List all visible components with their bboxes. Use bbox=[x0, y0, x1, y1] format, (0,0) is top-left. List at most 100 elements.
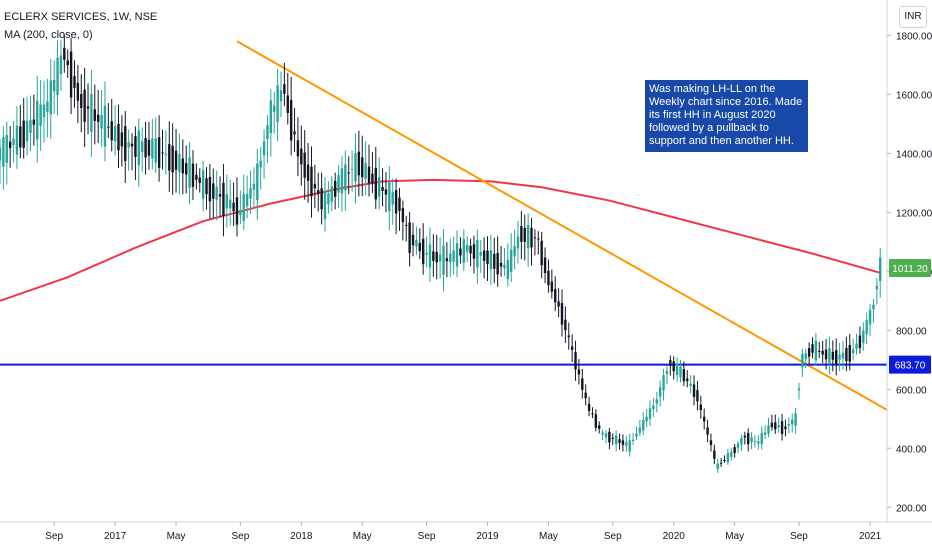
candle-body bbox=[245, 193, 249, 207]
candle-body bbox=[100, 114, 103, 129]
candle-body bbox=[702, 416, 706, 422]
candle-body bbox=[134, 136, 137, 157]
candle-body bbox=[252, 183, 256, 190]
candle-body bbox=[421, 238, 425, 265]
candle-body bbox=[608, 431, 611, 443]
candle-body bbox=[212, 183, 215, 199]
candle-body bbox=[828, 347, 831, 364]
candle-body bbox=[496, 252, 499, 275]
candle-body bbox=[658, 387, 662, 397]
candle-body bbox=[361, 157, 364, 178]
candle-body bbox=[692, 384, 696, 398]
candle-body bbox=[178, 154, 181, 173]
candle-body bbox=[689, 383, 692, 387]
candle-body bbox=[489, 250, 493, 270]
candle-body bbox=[154, 138, 157, 163]
candle-body bbox=[831, 351, 835, 360]
candle-body bbox=[824, 349, 828, 360]
candle-body bbox=[405, 224, 408, 226]
candle-body bbox=[303, 152, 306, 178]
price-tick-label: 800.00 bbox=[896, 326, 927, 337]
candle-body bbox=[86, 106, 90, 109]
candle-body bbox=[550, 281, 554, 292]
descending-trend-line[interactable] bbox=[236, 40, 888, 411]
candle-body bbox=[137, 130, 141, 166]
candle-body bbox=[25, 120, 29, 141]
candle-body bbox=[699, 404, 702, 411]
candle-body bbox=[493, 253, 496, 269]
candle-body bbox=[296, 140, 300, 157]
moving-average-line bbox=[0, 178, 881, 302]
candle-body bbox=[63, 47, 66, 60]
candle-body bbox=[787, 423, 791, 426]
candle-body bbox=[628, 440, 631, 452]
candle-body bbox=[625, 442, 628, 446]
candle-body bbox=[516, 236, 520, 249]
time-tick-label: Sep bbox=[231, 531, 249, 542]
candle-body bbox=[879, 257, 882, 281]
time-tick-label: Sep bbox=[418, 531, 436, 542]
candle-body bbox=[42, 104, 46, 118]
candle-body bbox=[821, 350, 824, 355]
candle-body bbox=[22, 120, 25, 148]
candle-body bbox=[256, 163, 259, 201]
candle-body bbox=[533, 237, 537, 239]
candle-body bbox=[262, 141, 266, 156]
candle-body bbox=[124, 126, 127, 161]
candle-body bbox=[872, 304, 875, 310]
candle-body bbox=[614, 435, 618, 445]
time-axis[interactable]: Sep 2017 May Sep 2018 May Sep 2019 May Sep 2020 May… bbox=[0, 521, 932, 542]
candle-body bbox=[107, 126, 110, 128]
candle-body bbox=[760, 432, 763, 445]
candle-body bbox=[523, 227, 526, 242]
price-tick-label: 400.00 bbox=[896, 444, 927, 455]
candle-body bbox=[371, 173, 374, 184]
indicator-label[interactable]: MA (200, close, 0) bbox=[4, 29, 93, 41]
candle-body bbox=[645, 416, 648, 422]
candle-body bbox=[151, 138, 154, 159]
candle-body bbox=[547, 270, 550, 286]
candle-body bbox=[591, 413, 594, 415]
candle-body bbox=[472, 244, 476, 259]
candle-body bbox=[814, 340, 818, 361]
time-tick-label: May bbox=[353, 531, 372, 542]
candle-body bbox=[801, 353, 804, 368]
candle-body bbox=[266, 125, 269, 140]
candle-body bbox=[117, 123, 120, 151]
candle-body bbox=[181, 158, 185, 174]
candle-body bbox=[218, 193, 222, 197]
time-tick-label: Sep bbox=[45, 531, 63, 542]
candle-body bbox=[757, 441, 760, 444]
candle-body bbox=[462, 239, 466, 263]
annotation-note[interactable]: Was making LH-LL on the Weekly chart sin… bbox=[645, 80, 808, 152]
candle-body bbox=[73, 76, 76, 88]
candle-body bbox=[388, 181, 391, 212]
candle-body bbox=[320, 188, 323, 210]
candle-body bbox=[306, 164, 310, 181]
currency-button[interactable]: INR bbox=[899, 6, 927, 28]
candle-body bbox=[432, 251, 435, 261]
candle-body bbox=[672, 361, 675, 372]
candle-body bbox=[144, 137, 147, 158]
candle-body bbox=[774, 422, 777, 430]
candle-body bbox=[120, 132, 124, 147]
time-tick-label: 2018 bbox=[290, 531, 313, 542]
candle-body bbox=[36, 100, 39, 140]
candle-body bbox=[706, 427, 709, 435]
candle-body bbox=[442, 245, 445, 275]
candle-body bbox=[391, 192, 394, 205]
candle-body bbox=[530, 227, 533, 248]
candle-body bbox=[577, 369, 581, 375]
candle-body bbox=[743, 435, 747, 438]
candle-body bbox=[381, 186, 384, 191]
candle-body bbox=[611, 437, 614, 439]
symbol-title[interactable]: ECLERX SERVICES, 1W, NSE bbox=[4, 11, 158, 23]
candle-body bbox=[753, 440, 757, 442]
candle-body bbox=[333, 180, 337, 197]
candle-body bbox=[323, 190, 327, 220]
price-tick-label: 1800.00 bbox=[896, 31, 932, 42]
candle-body bbox=[858, 335, 862, 348]
candle-body bbox=[746, 432, 750, 445]
candle-body bbox=[696, 390, 699, 402]
